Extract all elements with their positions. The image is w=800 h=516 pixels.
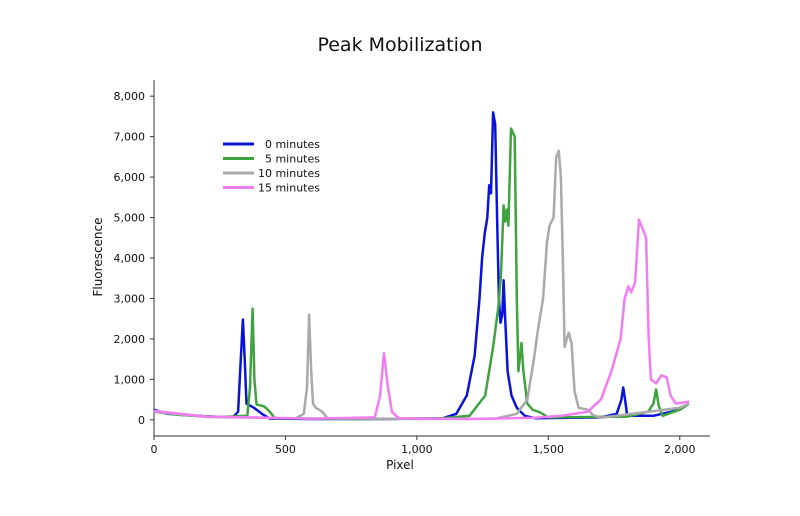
x-tick-label: 2,000	[664, 443, 696, 456]
series-line	[153, 218, 690, 421]
x-tick-label: 500	[275, 443, 296, 456]
series-line	[153, 149, 690, 421]
legend-label: 0 minutes	[265, 138, 320, 151]
legend-label: 10 minutes	[258, 167, 320, 180]
x-tick-label: 0	[151, 443, 158, 456]
x-axis-label: Pixel	[386, 458, 414, 472]
y-tick-label: 8,000	[114, 90, 146, 103]
y-tick-label: 6,000	[114, 171, 146, 184]
x-tick-label: 1,500	[533, 443, 565, 456]
y-tick-label: 5,000	[114, 212, 146, 225]
x-tick-label: 1,000	[401, 443, 433, 456]
legend-label: 5 minutes	[265, 153, 320, 166]
y-tick-label: 0	[138, 414, 145, 427]
y-tick-label: 3,000	[114, 292, 146, 305]
y-tick-label: 1,000	[114, 373, 146, 386]
y-tick-label: 4,000	[114, 252, 146, 265]
y-tick-label: 7,000	[114, 131, 146, 144]
y-tick-label: 2,000	[114, 333, 146, 346]
series-line	[153, 127, 690, 421]
legend-label: 15 minutes	[258, 182, 320, 195]
chart-title: Peak Mobilization	[317, 34, 482, 56]
y-axis-label: Fluorescence	[91, 217, 105, 296]
